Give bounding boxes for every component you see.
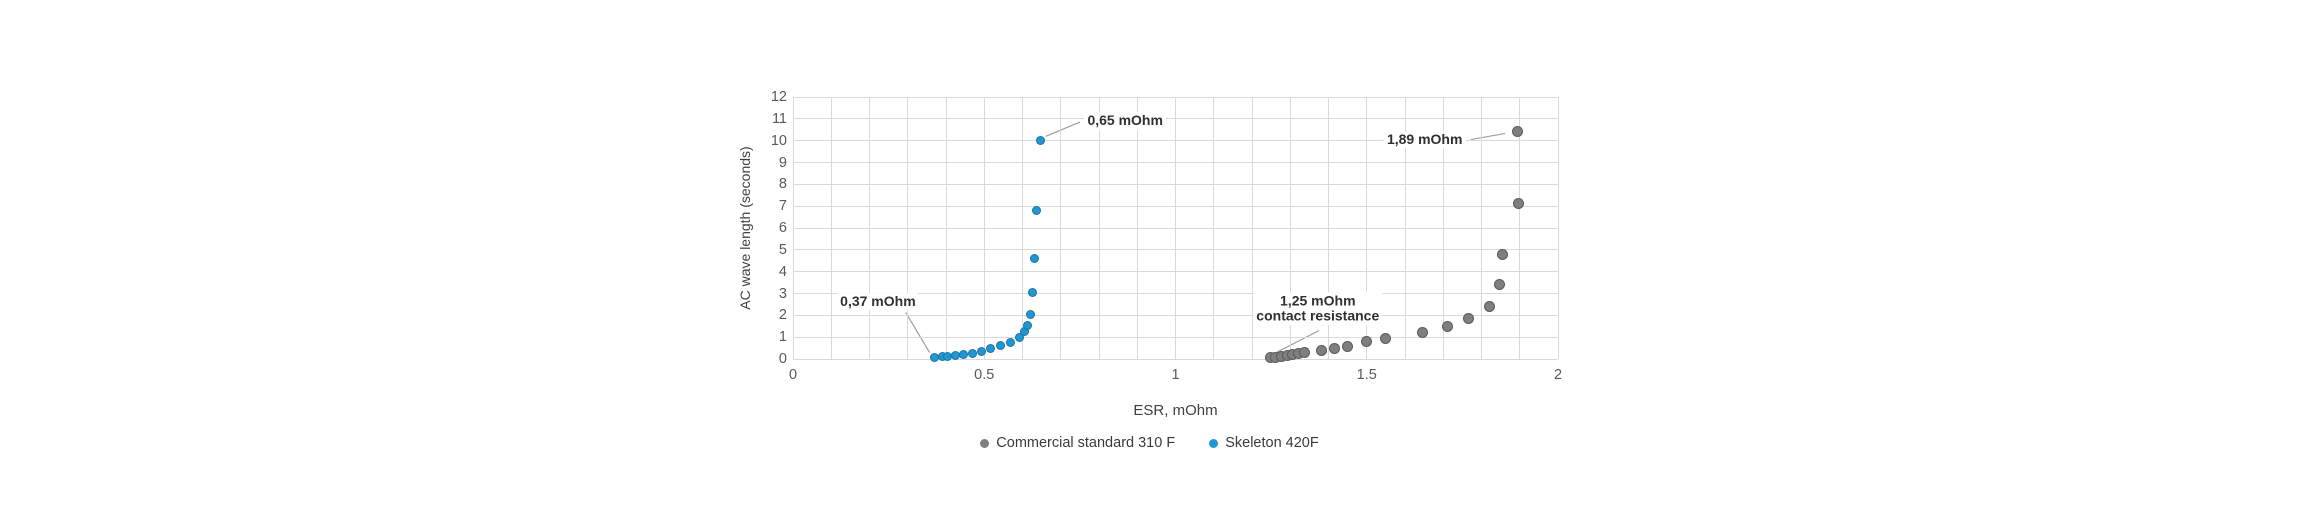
gridline-horizontal xyxy=(793,293,1558,294)
annotation-label: 0,37 mOhm xyxy=(837,292,919,311)
gridline-horizontal xyxy=(793,336,1558,338)
data-point-commercial-standard-310-f xyxy=(1342,340,1354,352)
legend-label: Commercial standard 310 F xyxy=(996,435,1176,451)
data-point-commercial-standard-310-f xyxy=(1483,300,1495,312)
data-point-skeleton-420f xyxy=(986,344,996,354)
gridline-horizontal xyxy=(793,358,1558,360)
data-point-commercial-standard-310-f xyxy=(1496,249,1508,261)
legend: Commercial standard 310 F Skeleton 420F xyxy=(767,435,1532,451)
y-tick-label: 1 xyxy=(778,329,787,346)
data-point-commercial-standard-310-f xyxy=(1512,198,1524,210)
legend-item-commercial-standard-310-f: Commercial standard 310 F xyxy=(980,435,1175,451)
legend-marker xyxy=(1209,438,1219,448)
data-point-skeleton-420f xyxy=(967,348,977,358)
data-point-skeleton-420f xyxy=(1014,333,1024,343)
legend-item-skeleton-420f: Skeleton 420F xyxy=(1209,435,1319,451)
x-tick-label: 1 xyxy=(1171,367,1180,383)
y-tick-label: 6 xyxy=(778,220,787,236)
scatter-chart: AC wave length (seconds) 0,65 mOhm 0,37 m… xyxy=(685,55,1605,485)
data-point-skeleton-420f xyxy=(1029,254,1039,264)
data-point-skeleton-420f xyxy=(1028,287,1038,297)
plot-area: 0,65 mOhm 0,37 mOhm 1,89 mOhm 1,25 mOhm cont… xyxy=(792,96,1559,364)
data-point-commercial-standard-310-f xyxy=(1316,345,1328,357)
data-point-commercial-standard-310-f xyxy=(1416,327,1428,339)
y-tick-label: 3 xyxy=(778,285,787,302)
gridline-horizontal xyxy=(793,271,1558,273)
data-point-commercial-standard-310-f xyxy=(1299,346,1311,358)
y-tick-label: 8 xyxy=(778,176,787,193)
gridline-vertical xyxy=(1557,97,1559,359)
annotation-label: 1,89 mOhm xyxy=(1383,130,1466,149)
y-tick-label: 12 xyxy=(770,89,787,105)
data-point-skeleton-420f xyxy=(1022,321,1032,331)
y-tick-label: 7 xyxy=(778,198,787,215)
gridline-horizontal xyxy=(793,96,1558,98)
data-point-commercial-standard-310-f xyxy=(1361,336,1373,348)
y-tick-label: 11 xyxy=(771,110,787,127)
annotation-label: 1,25 mOhm contact resistance xyxy=(1253,292,1383,326)
annotation-label: 0,65 mOhm xyxy=(1084,112,1166,130)
data-point-skeleton-420f xyxy=(1031,206,1041,216)
y-tick-label: 4 xyxy=(778,263,787,280)
y-tick-label: 9 xyxy=(778,154,787,171)
y-tick-label: 2 xyxy=(778,307,787,324)
y-tick-label: 5 xyxy=(778,241,787,258)
gridline-horizontal xyxy=(793,314,1558,316)
data-point-commercial-standard-310-f xyxy=(1328,342,1340,354)
data-point-commercial-standard-310-f xyxy=(1511,126,1523,138)
y-tick-label: 10 xyxy=(770,132,787,149)
data-point-commercial-standard-310-f xyxy=(1379,333,1391,345)
x-tick-label: 2 xyxy=(1553,367,1563,383)
data-point-skeleton-420f xyxy=(1005,338,1015,348)
gridline-horizontal xyxy=(793,183,1558,185)
x-tick-label: 0.5 xyxy=(974,367,995,383)
gridline-horizontal xyxy=(793,227,1558,229)
data-point-commercial-standard-310-f xyxy=(1441,320,1453,332)
data-point-skeleton-420f xyxy=(1036,136,1046,146)
data-point-commercial-standard-310-f xyxy=(1462,313,1474,325)
data-point-commercial-standard-310-f xyxy=(1494,279,1506,291)
data-point-skeleton-420f xyxy=(996,341,1006,351)
x-tick-label: 1.5 xyxy=(1356,367,1377,383)
gridline-horizontal xyxy=(793,140,1558,142)
legend-marker xyxy=(980,438,990,448)
legend-label: Skeleton 420F xyxy=(1225,435,1319,451)
annotation-leader-line xyxy=(1045,121,1081,137)
x-axis-title: ESR, mOhm xyxy=(1133,402,1218,419)
x-tick-label: 0 xyxy=(788,367,798,383)
data-point-skeleton-420f xyxy=(1025,309,1035,319)
annotation-leader-line xyxy=(1470,132,1506,141)
y-tick-label: 0 xyxy=(778,351,787,367)
gridline-horizontal xyxy=(793,249,1558,251)
gridline-horizontal xyxy=(793,118,1558,120)
gridline-horizontal xyxy=(793,205,1558,207)
gridline-horizontal xyxy=(793,162,1558,163)
data-point-skeleton-420f xyxy=(976,346,986,356)
annotation-leader-line xyxy=(905,312,931,353)
